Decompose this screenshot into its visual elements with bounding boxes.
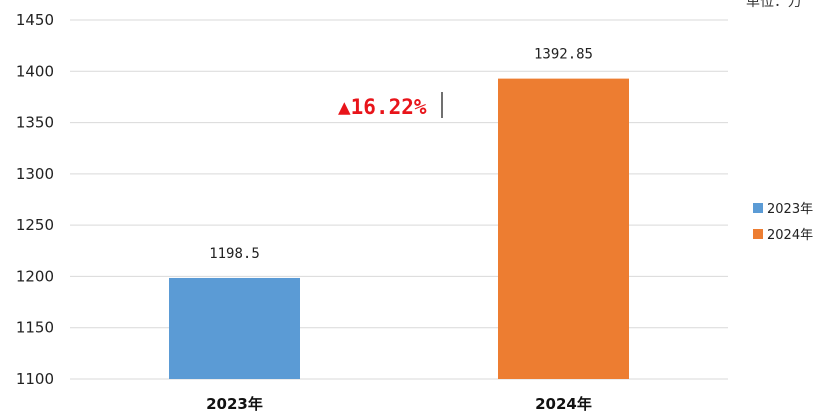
bar-2024年 bbox=[498, 78, 629, 379]
data-label: 1392.85 bbox=[534, 47, 593, 63]
x-axis-categories: 2023年 2024年 bbox=[206, 395, 592, 413]
growth-annotation-text: ▲16.22% bbox=[338, 95, 427, 119]
y-tick-label: 1150 bbox=[16, 319, 54, 337]
y-tick-label: 1100 bbox=[16, 370, 54, 388]
bar-2023年 bbox=[169, 277, 300, 379]
y-tick-label: 1350 bbox=[16, 114, 54, 132]
growth-annotation: ▲16.22% bbox=[338, 92, 443, 119]
y-tick-label: 1450 bbox=[16, 11, 54, 29]
y-tick-label: 1400 bbox=[16, 62, 54, 80]
gridlines bbox=[70, 19, 728, 380]
y-tick-label: 1300 bbox=[16, 165, 54, 183]
x-category-label: 2024年 bbox=[535, 395, 592, 413]
unit-label: 单位：万 bbox=[746, 0, 802, 10]
legend-label: 2023年 bbox=[767, 202, 813, 217]
y-axis-ticks: 1100 1150 1200 1250 1300 1350 1400 1450 bbox=[16, 11, 54, 388]
legend-swatch bbox=[753, 229, 763, 239]
legend-label: 2024年 bbox=[767, 228, 813, 243]
data-label: 1198.5 bbox=[209, 246, 260, 262]
legend-swatch bbox=[753, 203, 763, 213]
data-labels: 1198.5 1392.85 bbox=[209, 47, 593, 262]
legend: 2023年 2024年 bbox=[753, 202, 813, 243]
bars bbox=[169, 78, 629, 379]
x-category-label: 2023年 bbox=[206, 395, 263, 413]
y-tick-label: 1250 bbox=[16, 216, 54, 234]
y-tick-label: 1200 bbox=[16, 267, 54, 285]
